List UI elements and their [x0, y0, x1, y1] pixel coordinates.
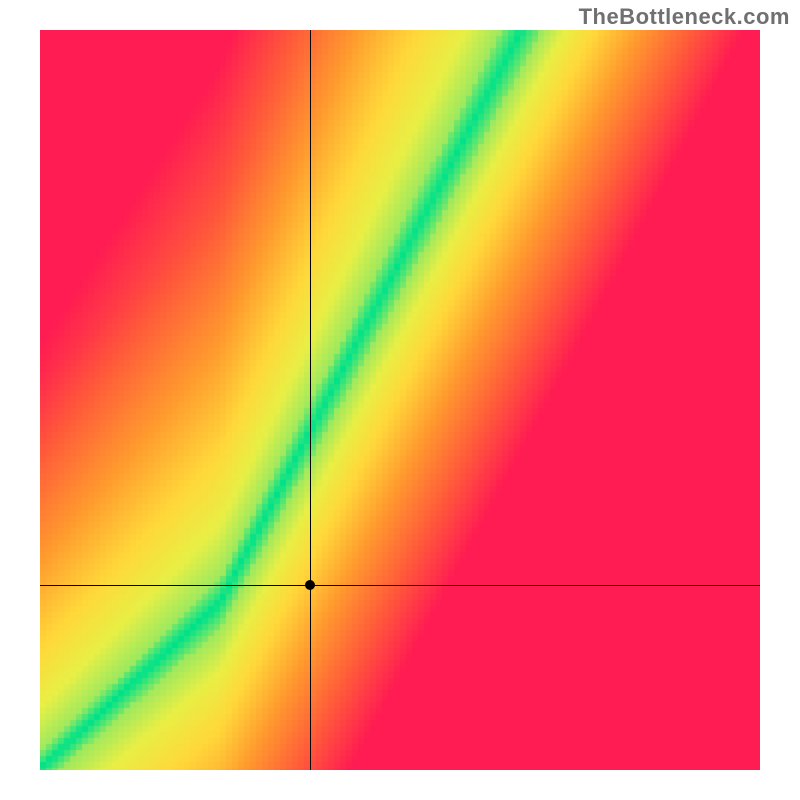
crosshair-vertical [310, 30, 311, 770]
heatmap-canvas [40, 30, 760, 770]
crosshair-horizontal [40, 585, 760, 586]
watermark-text: TheBottleneck.com [579, 4, 790, 30]
crosshair-marker [305, 580, 315, 590]
chart-container: TheBottleneck.com [0, 0, 800, 800]
plot-area [40, 30, 760, 770]
